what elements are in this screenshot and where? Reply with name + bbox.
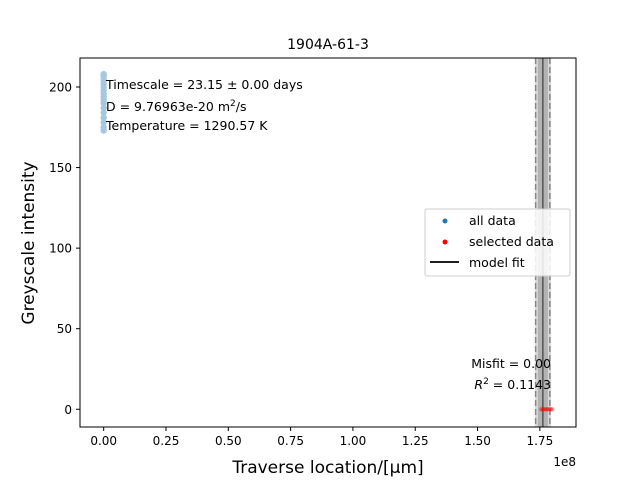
data-point (100, 109, 107, 116)
x-tick-label: 0.25 (153, 434, 180, 448)
data-point (540, 407, 545, 412)
data-point (100, 119, 107, 126)
legend-box (424, 208, 571, 277)
axes-frame (79, 57, 577, 428)
data-point (100, 124, 107, 131)
diffusivity-superscript: 2 (230, 99, 236, 109)
legend-selected-data-label: selected data (469, 234, 554, 249)
misfit-text: Misfit = 0.00 (471, 356, 551, 371)
x-axis-label: Traverse location/[μm] (231, 458, 423, 478)
r2-superscript: 2 (483, 377, 489, 387)
y-tick-label: 50 (57, 322, 72, 336)
y-axis: 0 50 100 150 200 (49, 81, 80, 417)
x-tick-label: 1.25 (402, 434, 429, 448)
legend: all data selected data model fit (424, 208, 571, 277)
diffusivity-text: D = 9.76963e-20 m2/s (106, 99, 246, 114)
r2-text: R2 = 0.1143 (474, 377, 551, 392)
data-point (100, 114, 107, 121)
x-axis: 0.00 0.25 0.50 0.75 1.00 1.25 1.50 1.75 (90, 427, 553, 448)
data-point (546, 407, 551, 412)
stats-annotation: Timescale = 23.15 ± 0.00 days D = 9.7696… (105, 77, 303, 133)
data-point (548, 407, 554, 412)
y-axis-label: Greyscale intensity (19, 161, 39, 324)
chart-title: 1904A-61-3 (287, 37, 369, 53)
timescale-text: Timescale = 23.15 ± 0.00 days (105, 77, 303, 92)
y-tick-label: 150 (49, 161, 72, 175)
data-point (545, 407, 550, 412)
data-point (542, 407, 548, 412)
temperature-text: Temperature = 1290.57 K (105, 118, 268, 133)
x-tick-label: 0.75 (277, 434, 304, 448)
data-point (538, 407, 544, 412)
legend-model-fit-label: model fit (469, 255, 525, 270)
y-tick-label: 100 (49, 242, 72, 256)
data-point (550, 407, 555, 412)
legend-selected-data-marker (442, 239, 448, 245)
r2-value: = 0.1143 (489, 377, 551, 392)
diffusivity-unit: /s (236, 99, 247, 114)
data-point (100, 104, 107, 112)
x-tick-label: 1.50 (464, 434, 491, 448)
legend-all-data-marker (442, 218, 448, 224)
x-tick-label: 1.75 (526, 434, 553, 448)
data-point (541, 407, 546, 412)
y-tick-label: 200 (49, 81, 72, 95)
y-tick-label: 0 (64, 403, 72, 417)
fit-annotation: Misfit = 0.00 R2 = 0.1143 (471, 356, 551, 392)
x-tick-label: 0.50 (215, 434, 242, 448)
r2-symbol: R (474, 377, 483, 392)
x-tick-label: 0.00 (90, 434, 117, 448)
diffusivity-value: D = 9.76963e-20 m (106, 99, 230, 114)
data-point (547, 407, 553, 412)
data-point (543, 407, 549, 412)
data-point (100, 70, 107, 78)
x-offset-label: 1e8 (553, 455, 576, 469)
legend-all-data-label: all data (469, 213, 516, 228)
x-tick-label: 1.00 (340, 434, 367, 448)
